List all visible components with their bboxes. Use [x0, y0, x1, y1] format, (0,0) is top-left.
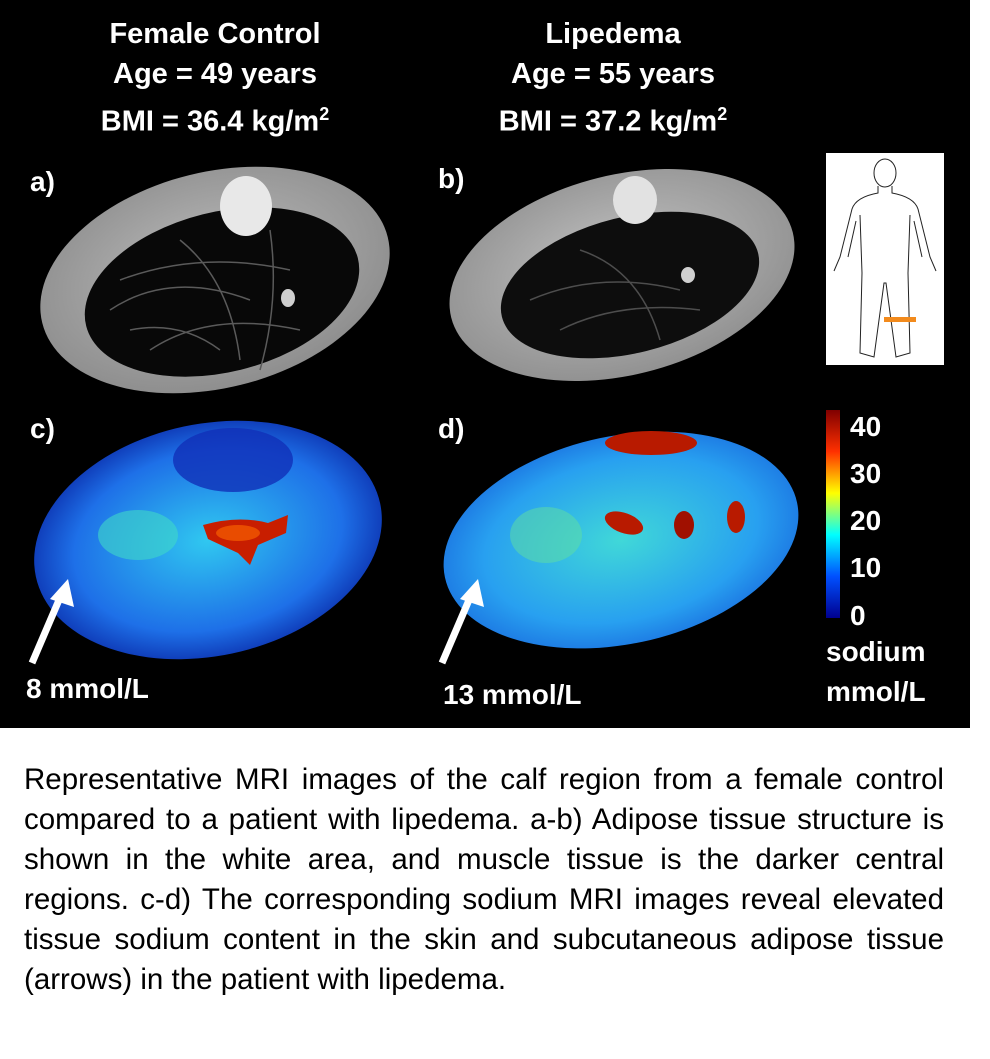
body-outline-icon	[833, 158, 937, 358]
calf-location-marker	[884, 317, 916, 322]
colorbar-tick-30: 30	[850, 458, 882, 489]
header-title: Female Control	[109, 18, 321, 50]
colorbar-tick-40: 40	[850, 411, 882, 442]
mri-control-anatomy	[40, 166, 390, 394]
sodium-map-control	[34, 420, 382, 660]
header-bmi: BMI = 36.4 kg/m2	[100, 104, 330, 138]
header-bmi: BMI = 37.2 kg/m2	[498, 104, 728, 138]
panel-label-b: b)	[438, 163, 465, 194]
header-age: Age = 55 years	[511, 58, 715, 90]
panel-label-c: c)	[30, 413, 55, 444]
colorbar-tick-10: 10	[850, 552, 882, 583]
header-lipedema: Lipedema Age = 55 years BMI = 37.2 kg/m2	[403, 14, 823, 142]
mri-lipedema-anatomy	[449, 169, 795, 381]
arrow-control	[28, 579, 74, 665]
header-female-control: Female Control Age = 49 years BMI = 36.4…	[5, 14, 425, 142]
header-age: Age = 49 years	[113, 58, 317, 90]
colorbar-unit-line1: sodium	[826, 636, 926, 667]
header-title: Lipedema	[545, 18, 681, 50]
colorbar-tick-20: 20	[850, 505, 882, 536]
sodium-colorbar	[826, 410, 840, 618]
body-location-diagram	[826, 153, 944, 365]
panel-label-d: d)	[438, 413, 465, 444]
colorbar-unit-line2: mmol/L	[826, 676, 926, 707]
panel-label-a: a)	[30, 166, 55, 197]
figure-panel: Female Control Age = 49 years BMI = 36.4…	[0, 0, 970, 728]
arrow-label-control: 8 mmol/L	[26, 673, 149, 704]
arrow-label-lipedema: 13 mmol/L	[443, 679, 582, 710]
arrow-lipedema	[438, 579, 484, 665]
colorbar-tick-0: 0	[850, 600, 866, 631]
figure-caption: Representative MRI images of the calf re…	[24, 763, 944, 996]
sodium-map-lipedema	[443, 431, 799, 649]
